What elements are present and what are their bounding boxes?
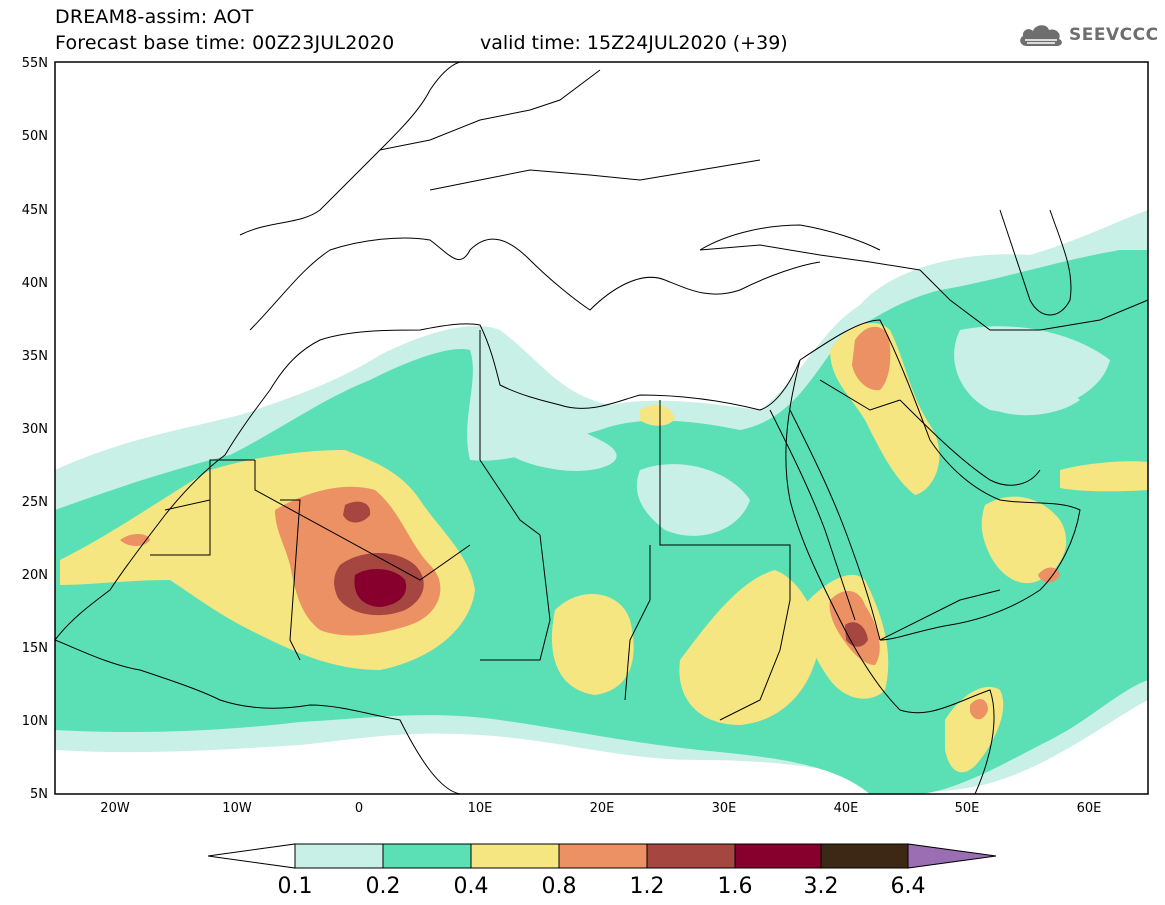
lat-label: 30N <box>22 422 48 437</box>
seevccc-logo: SEEVCCC <box>1017 22 1159 48</box>
colorbar-over-triangle <box>907 843 997 869</box>
aot-band-0.4-somalia <box>945 686 1004 773</box>
colorbar-label: 0.1 <box>278 874 313 899</box>
border-sudan-ethiopia <box>719 544 791 721</box>
border-mauritania <box>150 459 255 556</box>
colorbar-label: 1.6 <box>718 874 753 899</box>
aot-band-0.8-somalia <box>970 698 988 720</box>
coastline-black-sea <box>699 224 881 251</box>
lat-label: 20N <box>22 568 48 583</box>
lat-label: 15N <box>22 641 48 656</box>
border-egypt-libya <box>659 400 760 546</box>
colorbar-segment <box>294 843 384 869</box>
coastline-europe <box>239 62 461 236</box>
colorbar-segment <box>382 843 472 869</box>
colorbar-label: 6.4 <box>891 874 926 899</box>
aot-band-0.8-iraq <box>852 326 891 391</box>
aot-band-1.6-mali <box>354 568 407 607</box>
longitude-labels: 20W 10W 0 10E 20E 30E 40E 50E 60E <box>100 801 1101 816</box>
border-europe-2 <box>429 159 761 191</box>
colorbar-segment <box>558 843 648 869</box>
colorbar-label: 0.4 <box>454 874 489 899</box>
border-saudi-yemen <box>879 589 1001 641</box>
border-iran <box>919 269 1148 331</box>
border-chad-sudan <box>624 545 651 701</box>
colorbar-segment <box>734 843 822 869</box>
aot-band-0.4-gulf <box>1060 461 1148 492</box>
coastline-arabia <box>799 319 1081 641</box>
colorbar-segment <box>470 843 560 869</box>
map-frame <box>54 61 1149 795</box>
colorbar-segment <box>820 843 909 869</box>
aot-band-0.4-sudan <box>679 570 820 725</box>
aot-band-0.4-libya <box>640 404 675 426</box>
coastline-west-africa <box>55 639 461 794</box>
lon-label: 30E <box>712 801 737 816</box>
coastline-caspian <box>999 209 1072 316</box>
colorbar-segment <box>646 843 736 869</box>
aot-white-patch-iran <box>990 376 1080 416</box>
coastline-northwest-africa <box>55 323 801 641</box>
aot-band-0.4-arabia <box>981 496 1067 584</box>
lat-label: 25N <box>22 495 48 510</box>
lon-label: 20W <box>100 801 130 816</box>
aot-light-patch-sahara <box>480 411 617 471</box>
border-saudi-iraq <box>819 379 901 411</box>
lon-label: 20E <box>590 801 615 816</box>
valid-time: valid time: 15Z24JUL2020 (+39) <box>480 32 788 54</box>
colorbar-label: 1.2 <box>630 874 665 899</box>
lat-label: 35N <box>22 349 48 364</box>
border-europe-1 <box>379 69 601 151</box>
aot-light-patch-egypt <box>636 464 750 536</box>
lat-label: 45N <box>22 203 48 218</box>
aot-band-0.4-chad <box>551 593 634 695</box>
aot-band-1.2-north <box>343 501 371 523</box>
lat-label: 55N <box>22 56 48 71</box>
coastlines-and-borders <box>55 62 1148 794</box>
colorbar-under-triangle <box>207 843 296 869</box>
lon-label: 50E <box>955 801 980 816</box>
colorbar-label: 0.2 <box>366 874 401 899</box>
border-turkey <box>699 244 921 271</box>
lon-label: 0 <box>355 801 363 816</box>
coastline-mediterranean-north <box>249 237 821 331</box>
lon-label: 40E <box>834 801 859 816</box>
lon-label: 60E <box>1077 801 1102 816</box>
aot-band-0.8-mauritania <box>120 534 150 546</box>
coastline-east-africa <box>785 359 995 794</box>
latitude-labels: 55N 50N 45N 40N 35N 30N 25N 20N 15N 10N … <box>22 56 48 802</box>
border-mali-algeria <box>254 460 471 581</box>
coastline-red-sea-east <box>789 409 881 641</box>
aot-band-0.8-oman <box>1038 567 1060 583</box>
lat-label: 50N <box>22 129 48 144</box>
lat-label: 40N <box>22 276 48 291</box>
aot-contours <box>55 210 1148 794</box>
lat-label: 10N <box>22 714 48 729</box>
forecast-base-time: Forecast base time: 00Z23JUL2020 <box>55 32 395 54</box>
coastline-red-sea-west <box>769 409 856 621</box>
border-algeria-libya <box>479 330 541 536</box>
coastline-persian-gulf <box>899 399 1041 486</box>
cloud-icon <box>1020 25 1062 46</box>
lat-label: 5N <box>30 787 48 802</box>
colorbar-label: 3.2 <box>804 874 839 899</box>
border-niger-chad <box>480 534 551 661</box>
colorbar: 0.1 0.2 0.4 0.8 1.2 1.6 3.2 6.4 <box>207 843 997 899</box>
lon-label: 10W <box>222 801 252 816</box>
map-title: DREAM8-assim: AOT <box>55 6 254 28</box>
colorbar-label: 0.8 <box>542 874 577 899</box>
lon-label: 10E <box>468 801 493 816</box>
border-mali-mauritania <box>280 499 301 661</box>
logo-text: SEEVCCC <box>1069 25 1159 45</box>
